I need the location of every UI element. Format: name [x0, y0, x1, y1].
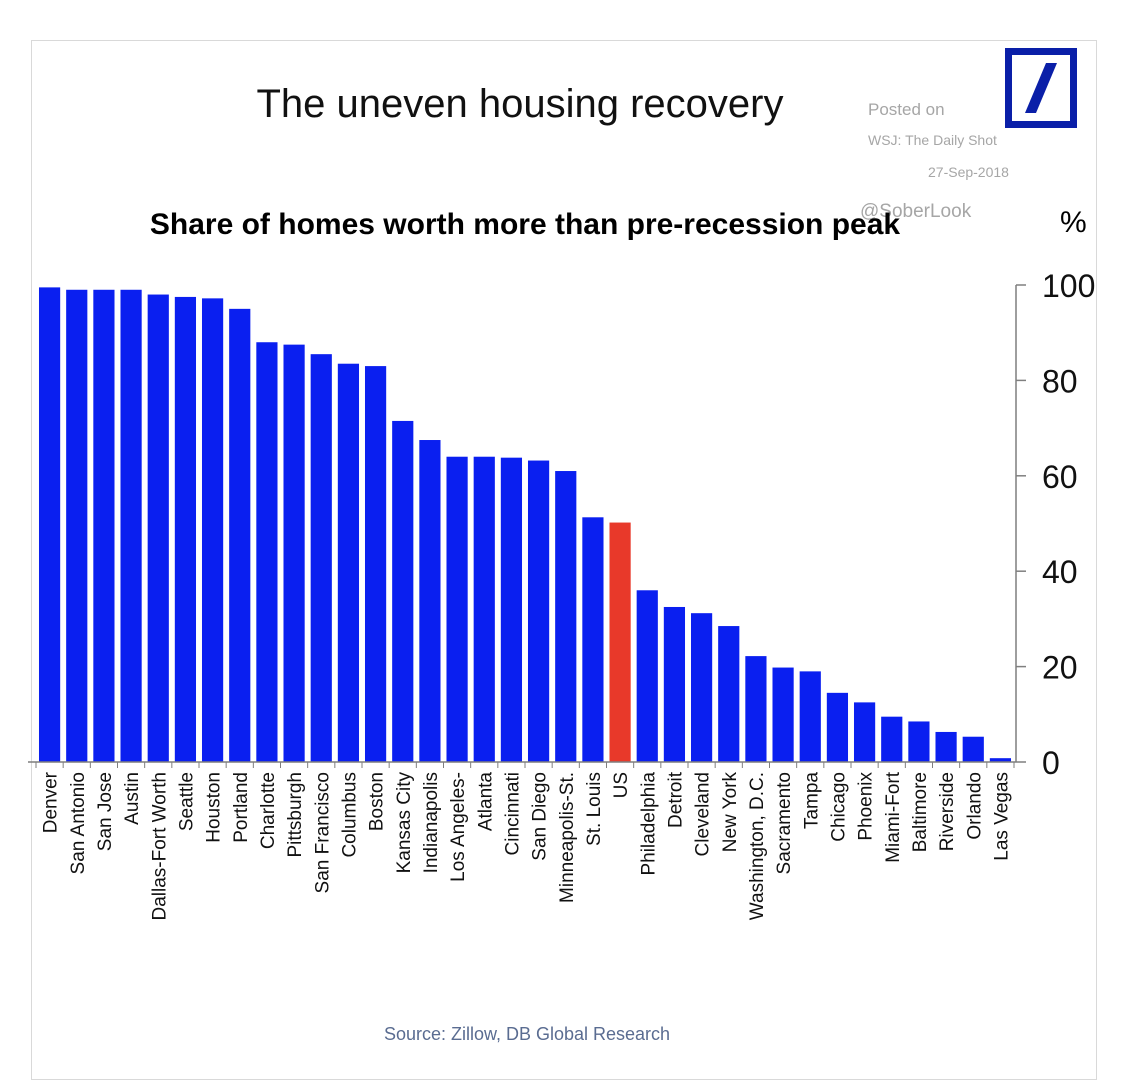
watermark-source: WSJ: The Daily Shot [868, 132, 997, 148]
x-tick-label: Houston [204, 772, 225, 843]
bar-atlanta [473, 456, 495, 762]
bar-indianapolis [419, 440, 441, 762]
bar-charlotte [256, 342, 278, 762]
bar-cincinnati [500, 457, 523, 762]
x-tick-label: Portland [231, 772, 252, 843]
bar-cleveland [690, 613, 713, 762]
page-title: The uneven housing recovery [256, 82, 784, 126]
x-tick-label: St. Louis [584, 772, 605, 846]
x-tick-label: Riverside [937, 772, 958, 851]
y-tick-label: 0 [1042, 745, 1060, 781]
x-tick-label: Los Angeles- [448, 772, 469, 882]
x-tick-label: Miami-Fort [883, 771, 904, 862]
x-tick-label: Detroit [665, 771, 686, 828]
bar-austin [120, 289, 142, 762]
y-tick-label: 60 [1042, 459, 1078, 495]
x-tick-label: Cleveland [693, 772, 714, 857]
bar-dallas-fort-worth [147, 294, 169, 762]
bar-san-diego [527, 460, 550, 762]
bar-sacramento [772, 667, 794, 762]
x-tick-label: Washington, D.C. [747, 772, 768, 920]
x-tick-label: Austin [122, 772, 143, 825]
x-tick-label: Cincinnati [502, 772, 523, 855]
x-tick-label: Kansas City [394, 772, 415, 874]
deutsche-bank-logo [1005, 48, 1077, 128]
bar-chart: 0 20 40 60 80 100 Denver San Antonio San Jose Aus… [28, 268, 1095, 921]
y-tick-label: 80 [1042, 363, 1078, 399]
bar-seattle [174, 296, 197, 762]
bar-chicago [826, 692, 849, 762]
bar-baltimore [908, 721, 930, 762]
x-tick-label: Charlotte [258, 772, 279, 849]
x-tick-label: Denver [41, 771, 62, 833]
x-tick-label: San Antonio [68, 772, 89, 874]
bar-st-louis [582, 517, 604, 762]
x-tick-label: Baltimore [910, 772, 931, 852]
y-tick-label: 100 [1042, 268, 1095, 304]
bar-columbus [337, 363, 360, 762]
y-tick-label: 20 [1042, 650, 1078, 686]
x-tick-label: Minneapolis-St. [557, 772, 578, 903]
bar-los-angeles [446, 456, 468, 762]
x-tick-label: Seattle [176, 772, 197, 831]
bar-portland [229, 308, 251, 762]
chart-subtitle: Share of homes worth more than pre-reces… [149, 208, 901, 241]
x-tick-label: Las Vegas [991, 772, 1012, 861]
bar-tampa [799, 671, 821, 762]
x-tick-label: Orlando [964, 772, 985, 840]
watermark-date: 27-Sep-2018 [928, 164, 1009, 180]
watermark-posted-on: Posted on [868, 100, 945, 119]
logo-slash-icon [1025, 63, 1057, 113]
watermark-handle: @SoberLook [860, 201, 972, 222]
bar-san-francisco [310, 354, 332, 762]
x-tick-label: Indianapolis [421, 772, 442, 873]
bar-us [609, 522, 631, 762]
x-tick-label: Boston [367, 772, 388, 831]
bar-san-antonio [66, 289, 88, 762]
x-tick-label: Columbus [339, 772, 360, 858]
bar-houston [201, 298, 224, 762]
x-tick-label: Dallas-Fort Worth [149, 772, 170, 921]
x-tick-label: Philadelphia [638, 772, 659, 876]
y-axis-unit: % [1060, 206, 1087, 239]
bar-detroit [663, 606, 686, 762]
x-tick-label: Atlanta [475, 772, 496, 832]
bar-denver [38, 287, 61, 762]
x-tick-label: Chicago [828, 772, 849, 842]
x-tick-label: Sacramento [774, 772, 795, 874]
bar-boston [364, 366, 387, 762]
x-tick-label: Phoenix [856, 772, 877, 841]
x-tick-label: Tampa [801, 772, 822, 829]
bar-philadelphia [636, 590, 658, 762]
source-note: Source: Zillow, DB Global Research [383, 1024, 671, 1044]
x-tick-label: Pittsburgh [285, 772, 306, 858]
bar-san-jose [93, 289, 115, 762]
x-tick-label: San Diego [530, 772, 551, 861]
bar-pittsburgh [283, 344, 305, 763]
x-tick-label: San Jose [95, 772, 116, 851]
bar-kansas-city [392, 420, 414, 762]
bar-miami-fort [881, 716, 903, 762]
bar-minneapolis-st [555, 471, 577, 762]
bar-washington-d-c [745, 656, 767, 762]
bar-riverside [935, 731, 957, 762]
x-tick-label: US [611, 772, 632, 798]
y-tick-label: 40 [1042, 554, 1078, 590]
bar-phoenix [853, 702, 876, 763]
x-tick-label: New York [720, 772, 741, 853]
x-tick-label: San Francisco [312, 772, 333, 893]
bar-new-york [718, 626, 740, 762]
bar-orlando [962, 736, 984, 762]
bar-las-vegas [989, 758, 1012, 762]
